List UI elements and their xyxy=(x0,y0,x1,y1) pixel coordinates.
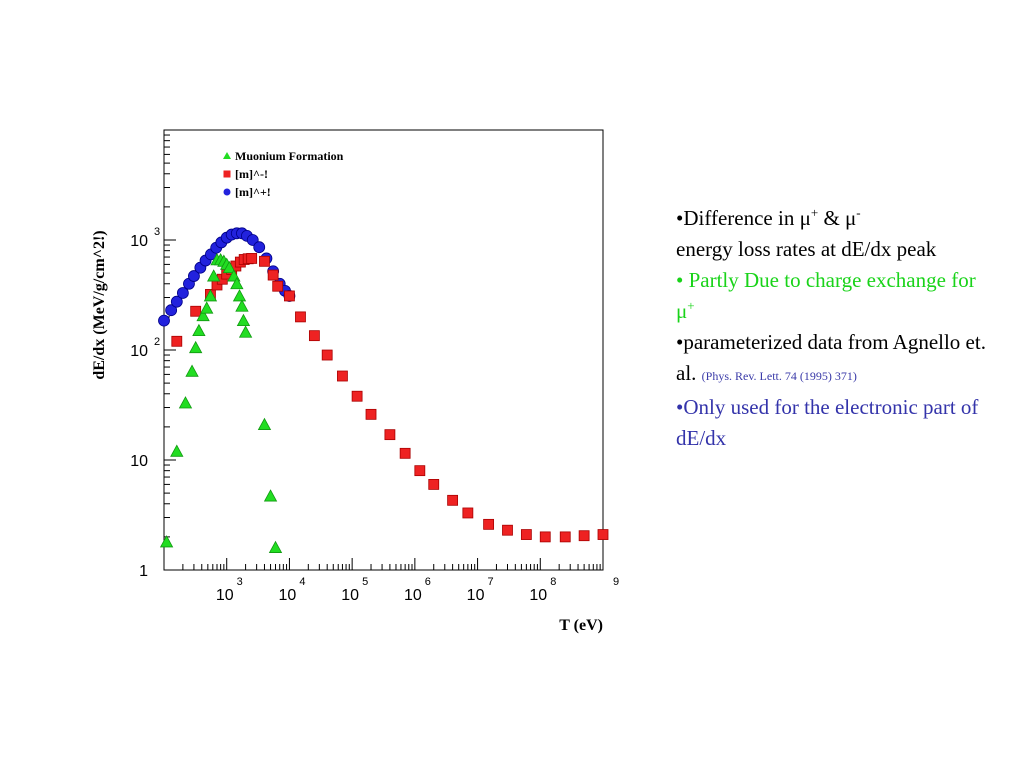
note-difference: •Difference in μ+ & μ- energy loss rates… xyxy=(676,205,937,261)
x-tick-label: 10 xyxy=(467,587,485,604)
circle-point xyxy=(165,304,178,317)
square-point xyxy=(351,390,363,402)
legend-label: [m]^+! xyxy=(235,185,271,199)
y-tick-label: 10 xyxy=(130,233,148,250)
circle-point xyxy=(253,241,266,254)
x-tick-label: 10 xyxy=(216,587,234,604)
y-tick-label: 1 xyxy=(139,563,148,580)
triangle-point xyxy=(232,289,247,302)
square-point xyxy=(295,311,306,323)
triangle-point xyxy=(203,289,218,302)
triangle-point xyxy=(235,299,249,312)
x-axis-label: T (eV) xyxy=(559,617,603,634)
legend-label: Muonium Formation xyxy=(235,149,344,163)
square-point xyxy=(578,530,590,542)
x-tick-label: 10 xyxy=(279,587,297,604)
circle-point xyxy=(176,287,189,299)
circle-point xyxy=(188,270,200,282)
plot-frame xyxy=(163,129,604,571)
triangle-point xyxy=(192,323,206,337)
triangle-point xyxy=(189,340,203,354)
square-point xyxy=(308,330,320,342)
circle-point xyxy=(170,295,183,308)
square-point xyxy=(559,531,571,543)
square-point xyxy=(272,280,284,292)
square-point xyxy=(259,255,270,267)
citation: (Phys. Rev. Lett. 74 (1995) 371) xyxy=(701,369,857,383)
x-tick-label: 10 xyxy=(529,587,547,604)
circle-point xyxy=(158,314,170,327)
square-point xyxy=(539,531,551,543)
y-axis-label: dE/dx (MeV/g/cm^2!) xyxy=(91,230,108,379)
series-triangles xyxy=(159,253,283,553)
series-squares xyxy=(171,253,609,543)
triangle-point xyxy=(268,540,283,553)
legend-square-marker xyxy=(223,170,231,178)
square-point xyxy=(384,429,396,441)
triangle-point xyxy=(178,396,193,409)
y-tick-exponent: 2 xyxy=(154,336,160,348)
legend-label: [m]^-! xyxy=(235,167,268,181)
square-point xyxy=(502,524,513,536)
square-point xyxy=(483,518,495,530)
x-tick-exponent: 8 xyxy=(550,576,556,588)
square-point xyxy=(447,494,459,506)
square-point xyxy=(337,370,348,382)
legend-triangle-marker xyxy=(223,152,231,159)
triangle-point xyxy=(238,325,253,338)
triangle-point xyxy=(159,535,174,548)
square-point xyxy=(597,529,609,540)
legend-circle-marker xyxy=(223,188,231,196)
square-point xyxy=(190,305,202,317)
square-point xyxy=(520,529,532,540)
square-point xyxy=(399,447,411,459)
x-tick-exponent: 7 xyxy=(488,576,494,588)
y-tick-exponent: 3 xyxy=(154,226,160,238)
square-point xyxy=(267,269,279,281)
x-tick-exponent: 4 xyxy=(299,576,305,588)
square-point xyxy=(462,507,474,519)
triangle-point xyxy=(230,276,244,290)
triangle-point xyxy=(263,489,278,502)
square-point xyxy=(171,335,183,347)
triangle-point xyxy=(222,260,236,274)
note-parameterized: •parameterized data from Agnello et. al.… xyxy=(676,330,986,385)
square-point xyxy=(365,408,377,420)
notes-panel: •Difference in μ+ & μ- energy loss rates… xyxy=(676,203,986,454)
note-electronic: •Only used for the electronic part of dE… xyxy=(676,395,979,450)
y-tick-label: 10 xyxy=(130,453,148,470)
y-tick-label: 10 xyxy=(130,343,148,360)
x-tick-exponent: 5 xyxy=(362,576,368,588)
x-tick-exponent: 6 xyxy=(425,576,431,588)
triangle-point xyxy=(185,364,199,377)
triangle-point xyxy=(170,444,184,457)
triangle-point xyxy=(200,301,214,314)
square-point xyxy=(284,290,295,302)
square-point xyxy=(246,253,258,264)
x-tick-exponent: 3 xyxy=(237,576,243,588)
x-tick-label: 10 xyxy=(404,587,422,604)
square-point xyxy=(414,465,426,477)
triangle-point xyxy=(257,417,272,430)
triangle-point xyxy=(207,269,221,282)
legend: Muonium Formation [m]^-! [m]^+! xyxy=(223,149,344,199)
triangle-point xyxy=(236,313,251,327)
triangle-point xyxy=(196,308,210,322)
note-charge-exchange: • Partly Due to charge exchange for μ+ xyxy=(676,268,976,323)
x-tick-label: 10 xyxy=(341,587,359,604)
x-tick-exponent: 9 xyxy=(613,576,619,588)
square-point xyxy=(428,479,440,490)
square-point xyxy=(321,349,333,361)
